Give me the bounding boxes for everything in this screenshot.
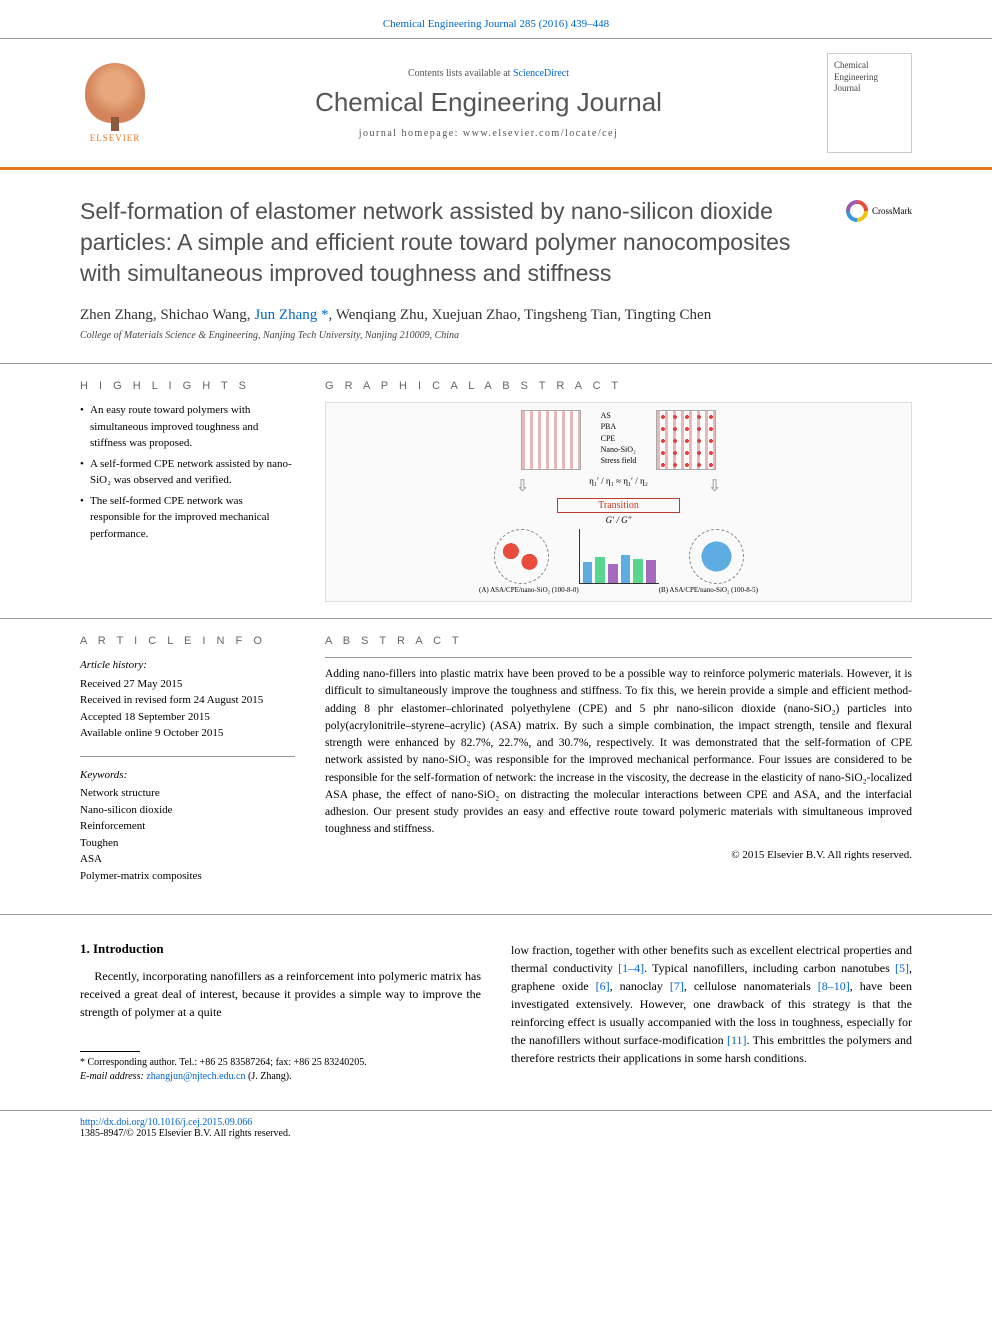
bar (646, 560, 656, 583)
bar (583, 562, 593, 584)
ref-link[interactable]: [6] (596, 979, 610, 993)
ref-link[interactable]: [11] (727, 1033, 747, 1047)
highlights-label: H I G H L I G H T S (80, 380, 295, 392)
contents-line: Contents lists available at ScienceDirec… (170, 68, 807, 79)
ga-circle-b (689, 529, 744, 584)
abstract-label: A B S T R A C T (325, 635, 912, 647)
bar (595, 557, 605, 583)
journal-name: Chemical Engineering Journal (170, 87, 807, 118)
masthead: ELSEVIER Contents lists available at Sci… (0, 38, 992, 170)
highlight-item: The self-formed CPE network was responsi… (80, 493, 295, 543)
citation-link[interactable]: Chemical Engineering Journal 285 (2016) … (383, 18, 609, 30)
sciencedirect-link[interactable]: ScienceDirect (513, 68, 569, 79)
corresponding-footnote: * Corresponding author. Tel.: +86 25 835… (80, 1056, 481, 1084)
crossmark-badge[interactable]: CrossMark (846, 200, 912, 222)
graphical-abstract-label: G R A P H I C A L A B S T R A C T (325, 380, 912, 392)
citation-header: Chemical Engineering Journal 285 (2016) … (0, 0, 992, 38)
intro-paragraph-1: Recently, incorporating nanofillers as a… (80, 967, 481, 1021)
body-section: 1. Introduction Recently, incorporating … (0, 915, 992, 1100)
corresponding-marker[interactable]: * (317, 307, 328, 323)
article-history: Article history: Received 27 May 2015 Re… (80, 657, 295, 742)
ref-link[interactable]: [1–4] (618, 961, 644, 975)
affiliation: College of Materials Science & Engineeri… (80, 330, 912, 341)
article-info-label: A R T I C L E I N F O (80, 635, 295, 647)
journal-cover-thumbnail[interactable]: Chemical Engineering Journal (827, 53, 912, 153)
highlight-item: A self-formed CPE network assisted by na… (80, 456, 295, 489)
authors-line: Zhen Zhang, Shichao Wang, Jun Zhang *, W… (80, 307, 912, 324)
highlights-section: H I G H L I G H T S An easy route toward… (0, 364, 992, 619)
copyright-line: © 2015 Elsevier B.V. All rights reserved… (325, 849, 912, 861)
corresponding-author[interactable]: Jun Zhang (254, 307, 317, 323)
elsevier-tree-icon (85, 63, 145, 123)
ref-link[interactable]: [7] (670, 979, 684, 993)
ga-panel-left (521, 410, 581, 470)
bar (621, 555, 631, 583)
footer: http://dx.doi.org/10.1016/j.cej.2015.09.… (0, 1110, 992, 1159)
doi-link[interactable]: http://dx.doi.org/10.1016/j.cej.2015.09.… (80, 1117, 252, 1128)
crossmark-icon (846, 200, 868, 222)
homepage-line: journal homepage: www.elsevier.com/locat… (170, 128, 807, 139)
keywords-block: Keywords: Network structure Nano-silicon… (80, 767, 295, 885)
ga-bar-chart (579, 529, 659, 584)
highlight-item: An easy route toward polymers with simul… (80, 402, 295, 452)
intro-heading: 1. Introduction (80, 941, 481, 957)
publisher-name: ELSEVIER (90, 133, 141, 143)
info-abstract-section: A R T I C L E I N F O Article history: R… (0, 619, 992, 915)
highlights-list: An easy route toward polymers with simul… (80, 402, 295, 542)
bar (633, 559, 643, 583)
arrow-down-icon: ⇩ (516, 476, 529, 496)
article-header: CrossMark Self-formation of elastomer ne… (0, 170, 992, 364)
masthead-center: Contents lists available at ScienceDirec… (170, 68, 807, 139)
intro-paragraph-2: low fraction, together with other benefi… (511, 941, 912, 1067)
footnote-separator (80, 1051, 140, 1052)
arrow-down-icon: ⇩ (708, 476, 721, 496)
ga-circle-a (494, 529, 549, 584)
ref-link[interactable]: [8–10] (818, 979, 850, 993)
bar (608, 564, 618, 583)
ga-legend: AS PBA CPE Nano-SiO₂ Stress field (601, 410, 637, 470)
publisher-logo[interactable]: ELSEVIER (80, 63, 150, 143)
graphical-abstract-figure: AS PBA CPE Nano-SiO₂ Stress field ⇩ η₁′ … (325, 402, 912, 602)
abstract-text: Adding nano-fillers into plastic matrix … (325, 666, 912, 839)
ref-link[interactable]: [5] (895, 961, 909, 975)
article-title: Self-formation of elastomer network assi… (80, 196, 810, 289)
ga-panel-right (656, 410, 716, 470)
email-link[interactable]: zhangjun@njtech.edu.cn (146, 1071, 245, 1082)
issn-line: 1385-8947/© 2015 Elsevier B.V. All right… (80, 1128, 912, 1139)
ga-transition-label: Transition (557, 498, 680, 513)
